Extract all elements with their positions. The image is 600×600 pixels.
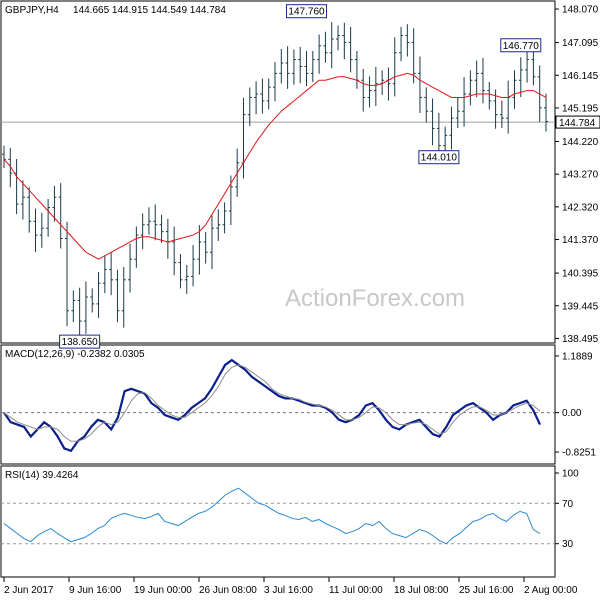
price-axis-label: 148.070 [562, 5, 599, 16]
moving-average-line [3, 72, 547, 260]
chart-header-ohlc: 144.665 144.915 144.549 144.784 [73, 5, 226, 16]
time-axis-label: 18 Jul 08:00 [394, 585, 449, 596]
price-level-box [418, 150, 460, 165]
price-axis-label: 145.195 [562, 103, 599, 114]
price-axis-label: 147.095 [562, 38, 599, 49]
time-axis-label: 9 Jun 16:00 [69, 585, 122, 596]
price-level-label: 146.770 [503, 41, 540, 52]
macd-title: MACD(12,26,9) -0.2382 0.0305 [5, 349, 145, 360]
chart-header-symbol: GBPJPY,H4 [5, 5, 59, 16]
rsi-panel [0, 465, 556, 578]
price-axis-label: 138.495 [562, 334, 599, 345]
macd-signal-line [3, 364, 541, 442]
price-level-label: 144.010 [421, 153, 458, 164]
price-axis-label: 141.370 [562, 235, 599, 246]
rsi-line [3, 487, 541, 545]
price-axis-label: 146.145 [562, 71, 599, 82]
macd-axis-label: -0.8251 [562, 448, 596, 459]
rsi-axis-label: 70 [562, 499, 574, 510]
price-level-box [59, 334, 101, 349]
price-level-label: 147.760 [288, 7, 325, 18]
rsi-axis-label: 100 [562, 469, 579, 480]
price-level-label: 138.650 [62, 337, 99, 348]
time-axis-label: 3 Jul 16:00 [264, 585, 313, 596]
price-level-box [286, 4, 328, 19]
time-axis-label: 11 Jul 00:00 [329, 585, 383, 596]
price-axis-label: 143.270 [562, 170, 599, 181]
price-level-box [500, 38, 542, 53]
macd-line [3, 358, 541, 453]
price-panel [0, 0, 556, 344]
rsi-title: RSI(14) 39.4264 [5, 470, 79, 481]
price-axis-label: 142.320 [562, 202, 599, 213]
time-axis-label: 25 Jul 16:00 [459, 585, 514, 596]
rsi-plot [1, 487, 555, 545]
time-axis-label: 2 Aug 00:00 [524, 585, 578, 596]
last-price-label: 144.784 [559, 118, 596, 129]
time-axis-label: 2 Jun 2017 [4, 585, 54, 596]
axes: 148.070 147.095 146.145 145.195 144.220 143.2… [3, 5, 600, 596]
time-axis-label: 19 Jun 00:00 [134, 585, 192, 596]
price-axis-label: 144.220 [562, 137, 599, 148]
macd-axis-label: 0.00 [562, 408, 582, 419]
price-axis-label: 140.395 [562, 269, 599, 280]
last-price-tag [555, 115, 600, 129]
macd-plot [1, 358, 555, 453]
price-axis-label: 139.445 [562, 301, 599, 312]
macd-axis-label: 1.1889 [562, 351, 593, 362]
time-axis-label: 26 Jun 08:00 [199, 585, 257, 596]
watermark: ActionForex.com [285, 285, 465, 312]
macd-panel [0, 344, 556, 465]
rsi-axis-label: 30 [562, 539, 574, 550]
price-plot: 147.760 138.650 144.010 146.770 [1, 4, 555, 349]
